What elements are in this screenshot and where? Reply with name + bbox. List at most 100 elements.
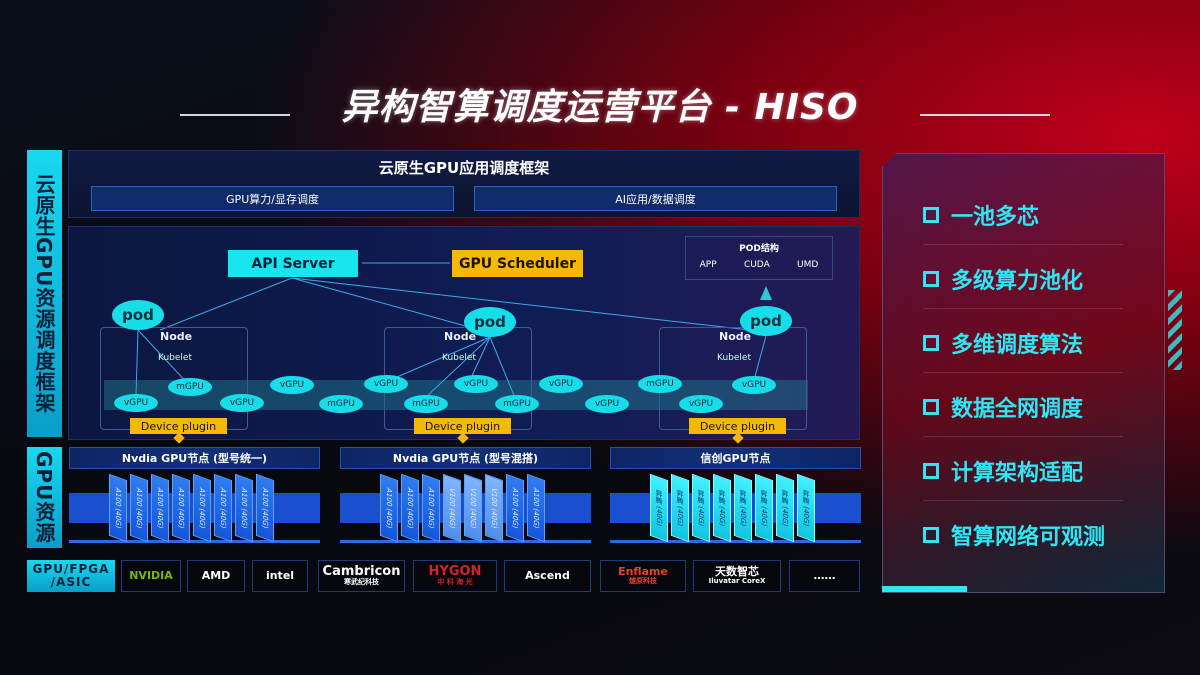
feature-label: 多维调度算法: [951, 333, 1084, 358]
gpu-unit: mGPU: [319, 395, 363, 413]
gpu-unit: vGPU: [364, 375, 408, 393]
gpu-unit: vGPU: [270, 376, 314, 394]
title-decoration-right: [920, 114, 1050, 116]
gpu-unit: mGPU: [168, 378, 212, 396]
gpu-chip: V100 (40G): [485, 473, 503, 543]
gpu-chip: V100 (40G): [443, 473, 461, 543]
vendor-logo-: ……: [789, 560, 860, 592]
kubelet-label: Kubelet: [158, 353, 192, 363]
vendor-logo-nvidia: NVIDIA: [121, 560, 181, 592]
kubelet-label: Kubelet: [717, 353, 751, 363]
vendor-logo-enflame: Enflame 燧原科技: [600, 560, 686, 592]
vendor-subtitle: Iluvatar CoreX: [708, 577, 766, 586]
gpu-chip: A100 (40G): [109, 473, 127, 543]
feature-item: 一池多芯: [923, 199, 1039, 231]
pod-ellipse: pod: [464, 307, 516, 337]
vendor-name: 天数智芯: [715, 565, 759, 579]
pod-item-app: APP: [699, 260, 717, 270]
gpu-chip: A100 (40G): [422, 473, 440, 543]
gpu-chip: A100 (40G): [172, 473, 190, 543]
checkbox-icon: [923, 527, 939, 543]
feature-item: 数据全网调度: [923, 391, 1083, 423]
vendor-name: ……: [813, 568, 836, 582]
pod-item-cuda: CUDA: [743, 260, 770, 270]
feature-divider: [923, 244, 1123, 245]
gpu-chip: 昇腾 (40G): [650, 473, 668, 543]
vendor-logo-cambricon: Cambricon 寒武纪科技: [318, 560, 405, 592]
vendor-subtitle: 燧原科技: [629, 577, 657, 586]
gpu-chip: 昇腾 (40G): [776, 473, 794, 543]
vendor-logo-hygon: HYGON 中 科 海 光: [413, 560, 497, 592]
page-title: 异构智算调度运营平台 - HISO: [341, 87, 859, 128]
rack-base: [69, 540, 320, 543]
vendor-name: Ascend: [525, 568, 570, 582]
hardware-side-label: GPU/FPGA /ASIC: [27, 560, 115, 592]
feature-divider: [923, 372, 1123, 373]
feature-item: 智算网络可观测: [923, 519, 1105, 551]
gpu-chip: 昇腾 (40G): [692, 473, 710, 543]
gpu-chip: A100 (40G): [193, 473, 211, 543]
framework-side-label: 云原生GPU资源调度框架: [27, 150, 62, 437]
ai-scheduling-box: AI应用/数据调度: [474, 186, 837, 211]
pod-structure-title: POD结构: [739, 244, 779, 254]
title-decoration-left: [180, 114, 290, 116]
vendor-name: AMD: [201, 568, 231, 582]
gpu-unit: vGPU: [454, 375, 498, 393]
gpu-node-header: Nvdia GPU节点 (型号统一): [69, 447, 320, 469]
device-plugin-label: Device plugin: [689, 418, 786, 434]
up-arrow-icon: [760, 286, 772, 300]
gpu-unit: vGPU: [114, 394, 158, 412]
pod-structure-box: POD结构 APP CUDA UMD: [685, 236, 833, 280]
gpu-chip: A100 (40G): [401, 473, 419, 543]
gpu-chip: A100 (40G): [380, 473, 398, 543]
vendor-name: NVIDIA: [129, 568, 173, 582]
gpu-scheduler-box: GPU Scheduler: [452, 250, 583, 277]
vendor-name: HYGON: [428, 564, 482, 579]
gpu-unit: vGPU: [732, 376, 776, 394]
feature-label: 数据全网调度: [951, 397, 1084, 422]
node-label: Node: [444, 330, 477, 343]
vendor-name: Enflame: [618, 565, 668, 579]
checkbox-icon: [923, 335, 939, 351]
gpu-unit: mGPU: [404, 395, 448, 413]
feature-divider: [923, 308, 1123, 309]
gpu-chip: A100 (40G): [235, 473, 253, 543]
feature-item: 多维调度算法: [923, 327, 1083, 359]
vendor-logo-amd: AMD: [187, 560, 245, 592]
gpu-chip: A100 (40G): [214, 473, 232, 543]
kubelet-label: Kubelet: [442, 353, 476, 363]
checkbox-icon: [923, 207, 939, 223]
features-panel: 一池多芯多级算力池化 多维调度算法 数据全网调度计算架构适配智算网络可观测: [882, 153, 1165, 593]
vendor-subtitle: 寒武纪科技: [344, 578, 379, 587]
gpu-chip: 昇腾 (40G): [671, 473, 689, 543]
vendor-logo-ascend: Ascend: [504, 560, 591, 592]
gpu-chip: A100 (40G): [130, 473, 148, 543]
gpu-chip: 昇腾 (40G): [734, 473, 752, 543]
pod-ellipse: pod: [740, 306, 792, 336]
pod-ellipse: pod: [112, 300, 164, 330]
vendor-logo-intel: intel: [252, 560, 308, 592]
stripe-decoration: [1168, 290, 1182, 370]
feature-divider: [923, 500, 1123, 501]
gpu-node-header: Nvdia GPU节点 (型号混搭): [340, 447, 591, 469]
gpu-chip: A100 (40G): [506, 473, 524, 543]
feature-label: 多级算力池化: [951, 269, 1084, 294]
checkbox-icon: [923, 399, 939, 415]
gpu-chip: A100 (40G): [527, 473, 545, 543]
vendor-subtitle: 中 科 海 光: [437, 578, 473, 587]
node-label: Node: [160, 330, 193, 343]
gpu-unit: vGPU: [679, 395, 723, 413]
device-plugin-label: Device plugin: [414, 418, 511, 434]
resources-side-label: GPU资源: [27, 447, 62, 548]
gpu-chip: A100 (40G): [151, 473, 169, 543]
vendor-name: Cambricon: [322, 564, 401, 579]
feature-label: 一池多芯: [951, 205, 1040, 230]
gpu-chip: 昇腾 (40G): [755, 473, 773, 543]
panel-accent: [882, 586, 967, 592]
gpu-unit: vGPU: [539, 375, 583, 393]
feature-divider: [923, 436, 1123, 437]
feature-item: 计算架构适配: [923, 455, 1083, 487]
feature-label: 智算网络可观测: [951, 525, 1106, 550]
gpu-unit: vGPU: [220, 394, 264, 412]
